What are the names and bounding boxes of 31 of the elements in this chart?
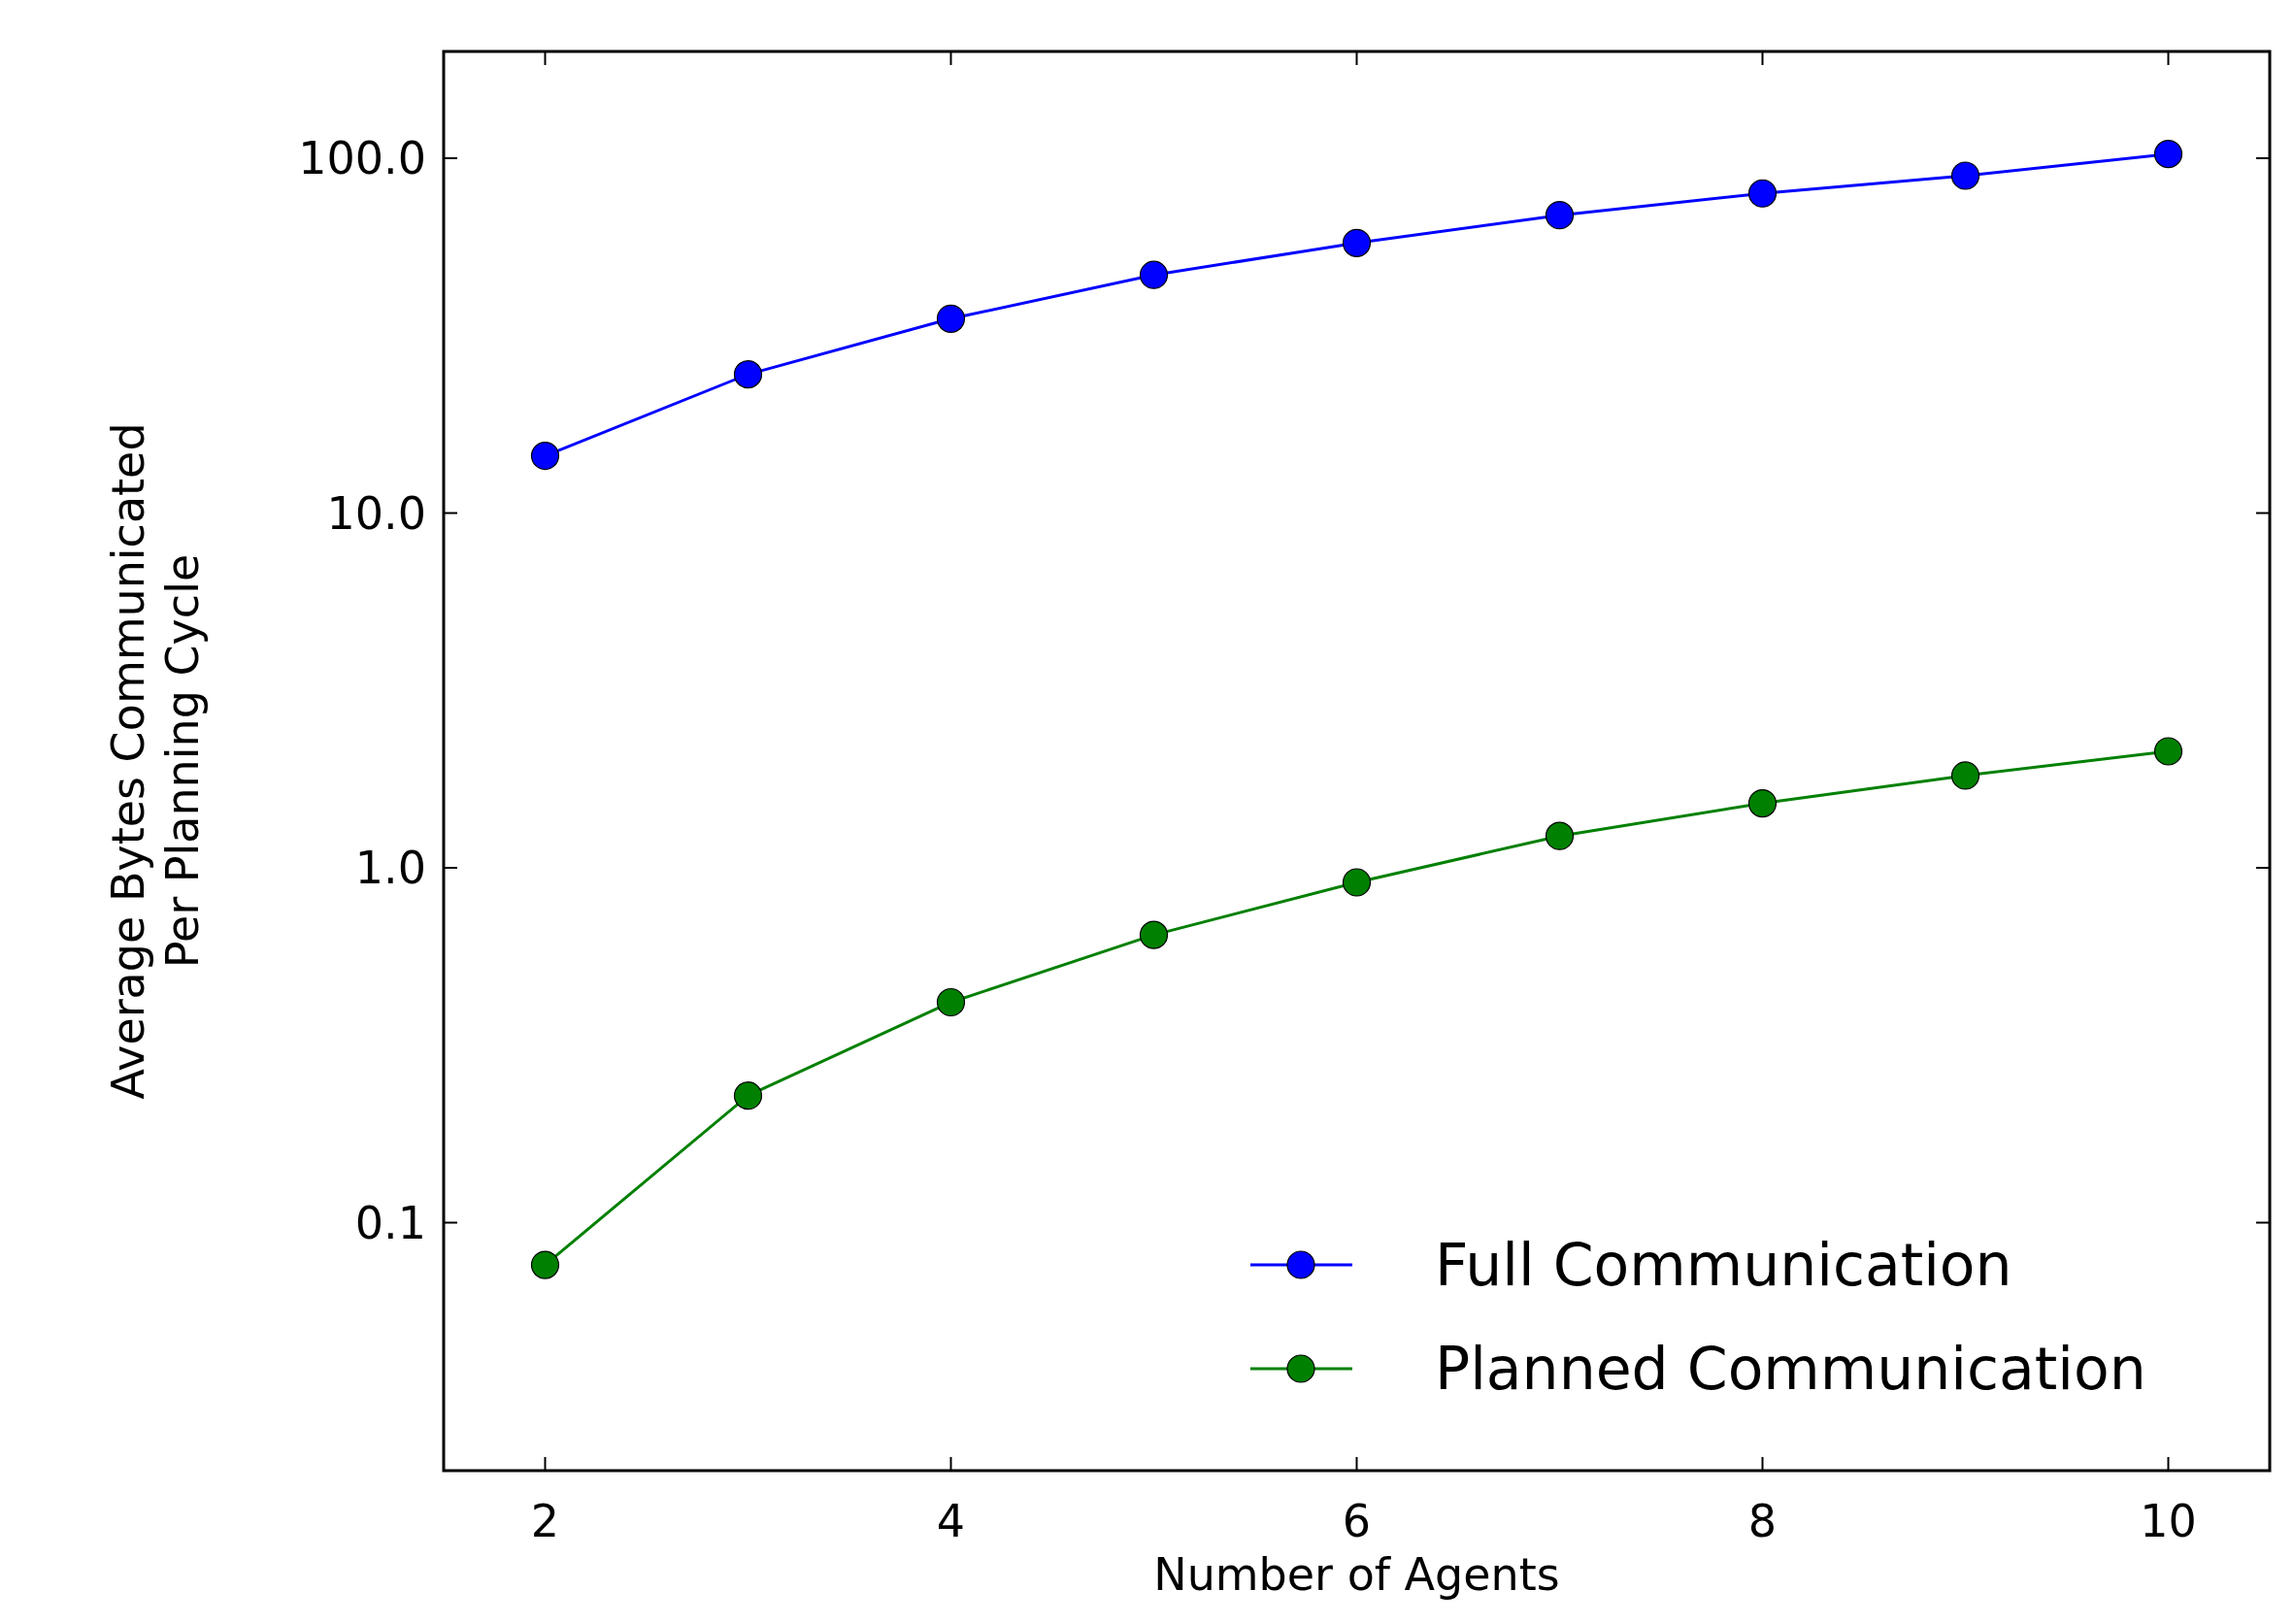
point: [936, 987, 966, 1017]
point: [1342, 868, 1372, 897]
y-tick-label: 1.0: [354, 842, 426, 895]
point: [1545, 821, 1575, 850]
point: [1747, 788, 1778, 818]
y-tick-label: 100.0: [298, 132, 426, 185]
y-axis-title: Average Bytes Communicated Per Planning Cycle: [102, 422, 209, 1100]
point: [2153, 140, 2183, 169]
y-tick-label: 0.1: [354, 1196, 426, 1249]
point: [1950, 161, 1980, 190]
point: [733, 360, 763, 389]
legend-label: Planned Communication: [1435, 1335, 2146, 1403]
point: [733, 1081, 763, 1110]
x-tick-label: 8: [1747, 1495, 1778, 1547]
point: [1139, 260, 1169, 289]
x-tick-label: 10: [2140, 1495, 2197, 1547]
x-tick-label: 6: [1342, 1495, 1372, 1547]
point: [1545, 201, 1575, 230]
x-tick-label: 4: [936, 1495, 966, 1547]
point: [2153, 737, 2183, 766]
point: [1342, 228, 1372, 257]
point: [530, 441, 560, 471]
x-axis-title: Number of Agents: [1153, 1548, 1560, 1601]
x-tick-label: 2: [530, 1495, 560, 1547]
point: [1139, 920, 1169, 949]
legend-label: Full Communication: [1435, 1231, 2012, 1299]
point: [1747, 179, 1778, 208]
point: [1950, 761, 1980, 790]
point: [936, 304, 966, 333]
point: [530, 1250, 560, 1279]
y-tick-label: 10.0: [326, 486, 426, 540]
